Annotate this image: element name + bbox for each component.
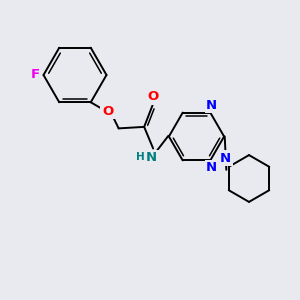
Text: N: N [206,161,218,174]
Text: N: N [220,152,231,165]
Text: N: N [206,99,218,112]
Text: F: F [31,68,40,82]
Text: O: O [102,105,113,118]
Text: N: N [146,151,157,164]
Text: H: H [136,152,145,163]
Text: O: O [148,90,159,104]
